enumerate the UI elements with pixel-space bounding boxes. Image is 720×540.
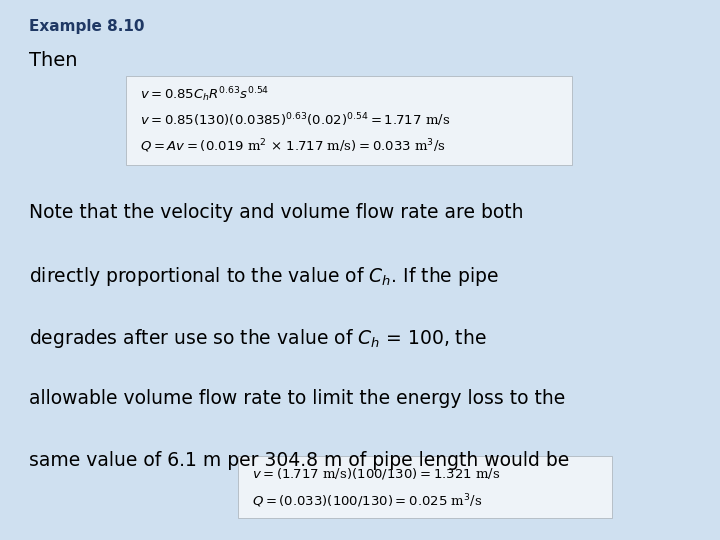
Text: $Q = (0.033)(100/130) = 0.025$ m$^3$/s: $Q = (0.033)(100/130) = 0.025$ m$^3$/s: [252, 492, 482, 510]
Text: $v = 0.85C_hR^{0.63}s^{0.54}$: $v = 0.85C_hR^{0.63}s^{0.54}$: [140, 85, 270, 104]
Text: $Q = Av = (0.019$ m$^2$ × $1.717$ m/s$) = 0.033$ m$^3$/s: $Q = Av = (0.019$ m$^2$ × $1.717$ m/s$) …: [140, 137, 446, 155]
Text: allowable volume flow rate to limit the energy loss to the: allowable volume flow rate to limit the …: [29, 389, 565, 408]
Text: Then: Then: [29, 51, 77, 70]
FancyBboxPatch shape: [238, 456, 612, 518]
Text: $v = 0.85(130)(0.0385)^{0.63}(0.02)^{0.54} = 1.717$ m/s: $v = 0.85(130)(0.0385)^{0.63}(0.02)^{0.5…: [140, 111, 451, 129]
FancyBboxPatch shape: [126, 76, 572, 165]
Text: same value of 6.1 m per 304.8 m of pipe length would be: same value of 6.1 m per 304.8 m of pipe …: [29, 451, 569, 470]
Text: directly proportional to the value of $C_h$. If the pipe: directly proportional to the value of $C…: [29, 265, 499, 288]
Text: $v = (1.717$ m/s$)(100/130) = 1.321$ m/s: $v = (1.717$ m/s$)(100/130) = 1.321$ m/s: [252, 466, 500, 481]
Text: degrades after use so the value of $C_h$ = 100, the: degrades after use so the value of $C_h$…: [29, 327, 487, 350]
Text: Note that the velocity and volume flow rate are both: Note that the velocity and volume flow r…: [29, 202, 523, 221]
Text: Example 8.10: Example 8.10: [29, 19, 144, 34]
